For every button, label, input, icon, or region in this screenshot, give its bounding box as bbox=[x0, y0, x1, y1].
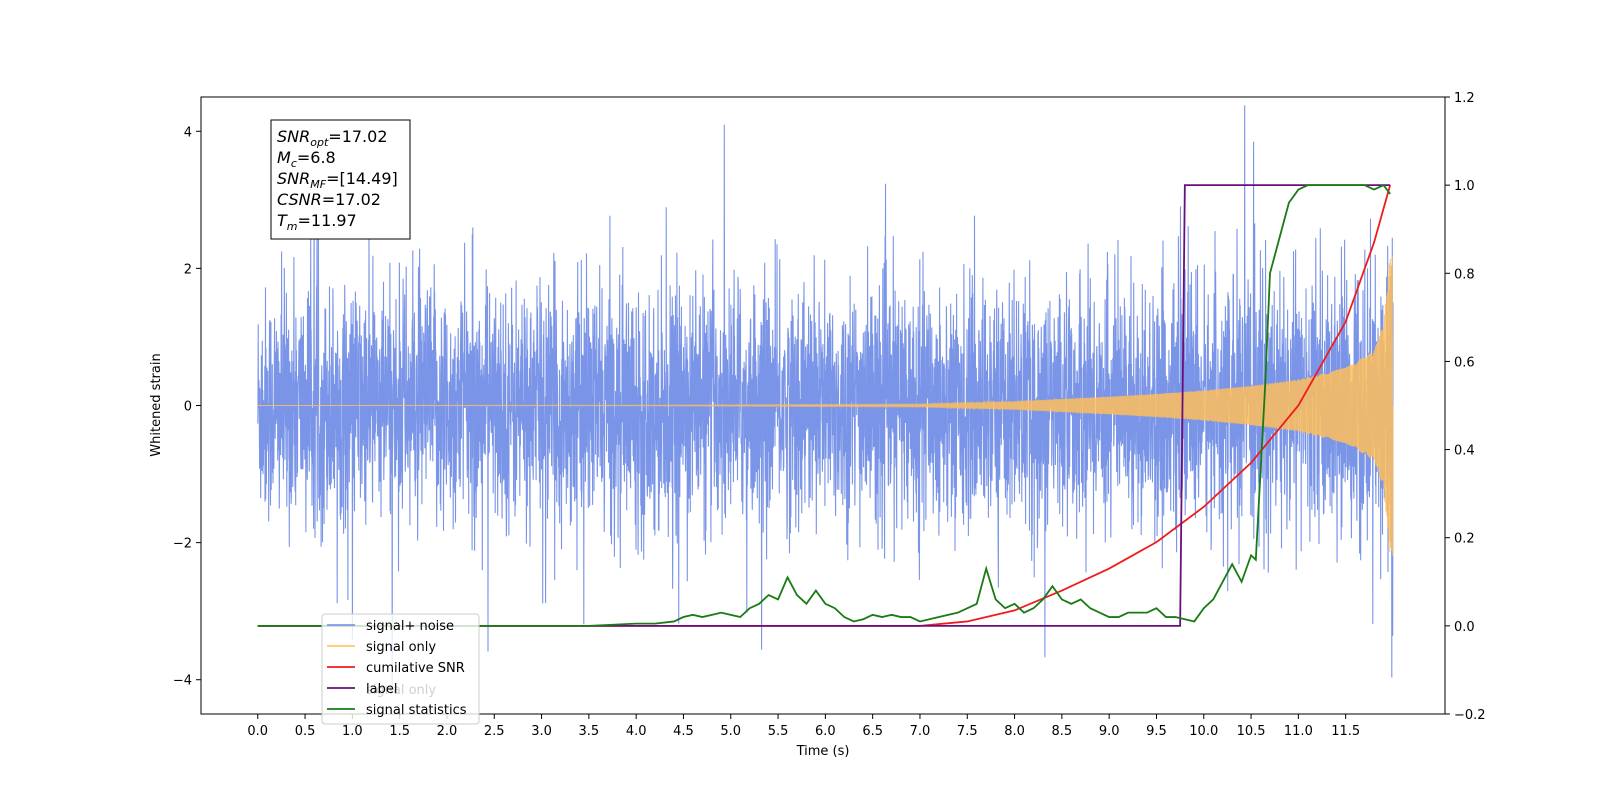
x-tick-label: 8.0 bbox=[1004, 724, 1025, 739]
legend-entry-label: signal statistics bbox=[366, 703, 467, 718]
legend-frame bbox=[321, 613, 480, 725]
x-tick-label: 0.5 bbox=[295, 724, 316, 739]
x-tick-label: 10.5 bbox=[1237, 724, 1266, 739]
y-right-tick-label: 0.8 bbox=[1454, 267, 1475, 282]
x-tick-label: 0.0 bbox=[247, 724, 268, 739]
y-left-tick-label: 0 bbox=[184, 400, 192, 415]
legend-entry-label: label bbox=[366, 682, 397, 697]
annotation-line: SNRMF=[14.49] bbox=[277, 169, 398, 191]
x-tick-label: 4.5 bbox=[673, 724, 694, 739]
legend: signal only signal+ noise signal only cumil… bbox=[321, 613, 480, 725]
x-tick-label: 2.5 bbox=[484, 724, 505, 739]
annotation-box: SNRopt=17.02Mc=6.8SNRMF=[14.49]CSNR=17.0… bbox=[270, 119, 411, 240]
legend-entry-label: signal only bbox=[366, 640, 436, 655]
series-label-line bbox=[257, 184, 1391, 627]
y-right-tick-label: 1.2 bbox=[1454, 91, 1475, 106]
series-signal-only-line bbox=[257, 256, 1394, 557]
x-tick-label: 6.0 bbox=[815, 724, 836, 739]
y-right-tick-label: −0.2 bbox=[1454, 708, 1486, 723]
x-tick-label: 7.5 bbox=[957, 724, 978, 739]
y-right-tick-label: 0.0 bbox=[1454, 620, 1475, 635]
x-tick-label: 3.0 bbox=[531, 724, 552, 739]
legend-entry-label: signal+ noise bbox=[366, 619, 454, 634]
x-tick-label: 7.0 bbox=[910, 724, 931, 739]
x-tick-label: 1.5 bbox=[389, 724, 410, 739]
x-tick-label: 2.0 bbox=[437, 724, 458, 739]
y-right-tick-label: 1.0 bbox=[1454, 179, 1475, 194]
y-left-tick-label: −2 bbox=[173, 537, 192, 552]
x-tick-label: 5.0 bbox=[720, 724, 741, 739]
y-left-tick-label: 2 bbox=[184, 262, 192, 277]
x-tick-label: 10.0 bbox=[1189, 724, 1218, 739]
series-signal-statistics-line bbox=[257, 184, 1391, 627]
annotation-line: CSNR=17.02 bbox=[277, 190, 381, 209]
plot-area bbox=[257, 105, 1394, 687]
annotation-line: Mc=6.8 bbox=[277, 148, 336, 170]
y-left-tick-label: −4 bbox=[173, 674, 192, 689]
x-axis-label: Time (s) bbox=[796, 744, 850, 759]
x-tick-label: 9.5 bbox=[1146, 724, 1167, 739]
x-tick-label: 9.0 bbox=[1099, 724, 1120, 739]
y-right-tick-label: 0.6 bbox=[1454, 355, 1475, 370]
annotation-line: SNRopt=17.02 bbox=[277, 127, 388, 149]
x-tick-label: 4.0 bbox=[626, 724, 647, 739]
x-tick-label: 6.5 bbox=[862, 724, 883, 739]
ticks-layer: 0.0 0.5 1.0 1.5 2.0 2.5 3.0 3.5 4.0 4.5 5.0 5.5 6.0 6… bbox=[173, 91, 1486, 739]
legend-occluded-text: signal only bbox=[366, 683, 436, 698]
y-right-tick-label: 0.2 bbox=[1454, 532, 1475, 547]
annotation-box-frame bbox=[270, 119, 411, 240]
y-right-tick-label: 0.4 bbox=[1454, 444, 1475, 459]
x-tick-label: 8.5 bbox=[1052, 724, 1073, 739]
series-cumilative-snr-line bbox=[257, 184, 1391, 627]
legend-entry-label: cumilative SNR bbox=[366, 661, 465, 676]
annotation-line: Tm=11.97 bbox=[277, 211, 357, 233]
x-tick-label: 11.0 bbox=[1284, 724, 1313, 739]
y-left-tick-label: 4 bbox=[184, 125, 192, 140]
x-tick-label: 1.0 bbox=[342, 724, 363, 739]
y-axis-left-label: Whitened strain bbox=[149, 353, 164, 456]
x-tick-label: 5.5 bbox=[768, 724, 789, 739]
x-tick-label: 11.5 bbox=[1331, 724, 1360, 739]
x-tick-label: 3.5 bbox=[579, 724, 600, 739]
